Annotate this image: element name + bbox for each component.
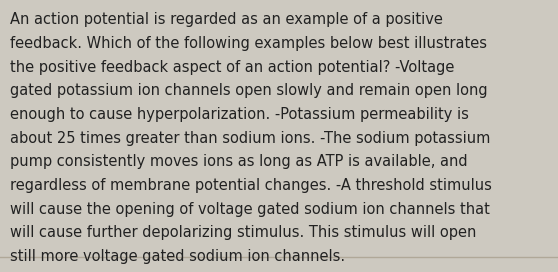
Text: the positive feedback aspect of an action potential? -Voltage: the positive feedback aspect of an actio… bbox=[10, 60, 454, 75]
Text: feedback. Which of the following examples below best illustrates: feedback. Which of the following example… bbox=[10, 36, 487, 51]
Text: regardless of membrane potential changes. -A threshold stimulus: regardless of membrane potential changes… bbox=[10, 178, 492, 193]
Text: still more voltage gated sodium ion channels.: still more voltage gated sodium ion chan… bbox=[10, 249, 345, 264]
Text: about 25 times greater than sodium ions. -The sodium potassium: about 25 times greater than sodium ions.… bbox=[10, 131, 490, 146]
Text: enough to cause hyperpolarization. -Potassium permeability is: enough to cause hyperpolarization. -Pota… bbox=[10, 107, 469, 122]
Text: will cause further depolarizing stimulus. This stimulus will open: will cause further depolarizing stimulus… bbox=[10, 225, 477, 240]
Text: An action potential is regarded as an example of a positive: An action potential is regarded as an ex… bbox=[10, 12, 443, 27]
Text: will cause the opening of voltage gated sodium ion channels that: will cause the opening of voltage gated … bbox=[10, 202, 490, 217]
Text: pump consistently moves ions as long as ATP is available, and: pump consistently moves ions as long as … bbox=[10, 154, 468, 169]
Text: gated potassium ion channels open slowly and remain open long: gated potassium ion channels open slowly… bbox=[10, 83, 488, 98]
